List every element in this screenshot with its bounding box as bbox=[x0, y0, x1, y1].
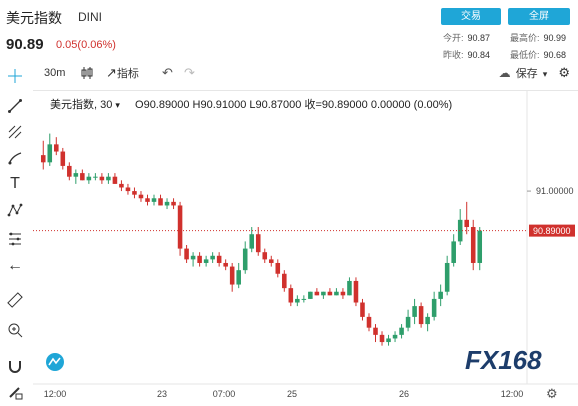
legend-low: L90.87000 bbox=[249, 99, 302, 111]
legend-close: 收=90.89000 bbox=[304, 99, 368, 111]
crosshair-icon[interactable] bbox=[4, 65, 26, 87]
toolbar-right: ☁ 保存 ▾ ⚙ bbox=[499, 63, 570, 83]
stat-open-value: 90.87 bbox=[467, 33, 491, 43]
trade-button[interactable]: 交易 bbox=[441, 8, 501, 25]
line-icon[interactable] bbox=[4, 95, 26, 117]
instrument-title: 美元指数 bbox=[6, 10, 62, 26]
interval-selector[interactable]: 30m bbox=[44, 67, 66, 79]
stat-high-value: 90.99 bbox=[543, 33, 567, 43]
legend-dropdown-icon[interactable]: ▾ bbox=[115, 100, 120, 110]
stat-high-label: 最高价: bbox=[510, 33, 540, 43]
pattern-icon[interactable] bbox=[4, 199, 26, 221]
text-icon[interactable]: T bbox=[10, 175, 20, 192]
price-change: 0.05(0.06%) bbox=[56, 39, 116, 51]
stat-low: 最低价: 90.68 bbox=[510, 48, 566, 61]
legend-high: H90.91000 bbox=[192, 99, 247, 111]
last-price: 90.89 bbox=[6, 36, 44, 53]
stat-prev-label: 昨收: bbox=[443, 50, 464, 60]
pencil-lock-icon[interactable] bbox=[4, 381, 26, 403]
fullscreen-button[interactable]: 全屏 bbox=[508, 8, 570, 25]
save-button[interactable]: 保存 bbox=[515, 68, 538, 80]
stat-high: 最高价: 90.99 bbox=[510, 31, 566, 44]
gear-icon[interactable]: ⚙ bbox=[558, 65, 570, 80]
magnet-icon[interactable] bbox=[4, 355, 26, 377]
save-dropdown-icon[interactable]: ▾ bbox=[542, 69, 548, 79]
stat-low-value: 90.68 bbox=[543, 50, 567, 60]
indicators-label: 指标 bbox=[116, 68, 139, 80]
pitchfork-icon[interactable] bbox=[4, 121, 26, 143]
instrument-code: DINI bbox=[78, 10, 102, 24]
candles-icon[interactable] bbox=[80, 66, 94, 86]
ohlc-legend: 美元指数, 30 ▾ O90.89000 H90.91000 L90.87000… bbox=[50, 96, 452, 112]
stat-prev-close: 昨收: 90.84 bbox=[443, 48, 490, 61]
indicators-icon: ↗ bbox=[106, 65, 117, 80]
stat-low-label: 最低价: bbox=[510, 50, 540, 60]
drawing-tools: T ← bbox=[0, 63, 30, 406]
measure-icon[interactable] bbox=[4, 227, 26, 249]
indicators-button[interactable]: ↗指标 bbox=[106, 63, 139, 83]
legend-symbol: 美元指数, 30 bbox=[50, 99, 113, 111]
cloud-icon[interactable]: ☁ bbox=[498, 66, 511, 80]
brush-icon[interactable] bbox=[4, 147, 26, 169]
chart-toolbar: 30m ↗指标 ↶ ↷ bbox=[34, 63, 578, 83]
stat-prev-value: 90.84 bbox=[467, 50, 491, 60]
back-arrow-icon[interactable]: ← bbox=[7, 257, 23, 274]
legend-change: 0.00000 (0.00%) bbox=[370, 99, 453, 111]
ruler-icon[interactable] bbox=[4, 289, 26, 311]
redo-icon[interactable]: ↷ bbox=[184, 65, 195, 80]
chart-area[interactable] bbox=[33, 90, 578, 406]
legend-open: O90.89000 bbox=[135, 99, 190, 111]
stat-open-label: 今开: bbox=[443, 33, 464, 43]
stat-open: 今开: 90.87 bbox=[443, 31, 490, 44]
undo-icon[interactable]: ↶ bbox=[162, 65, 173, 80]
zoom-in-icon[interactable] bbox=[4, 319, 26, 341]
